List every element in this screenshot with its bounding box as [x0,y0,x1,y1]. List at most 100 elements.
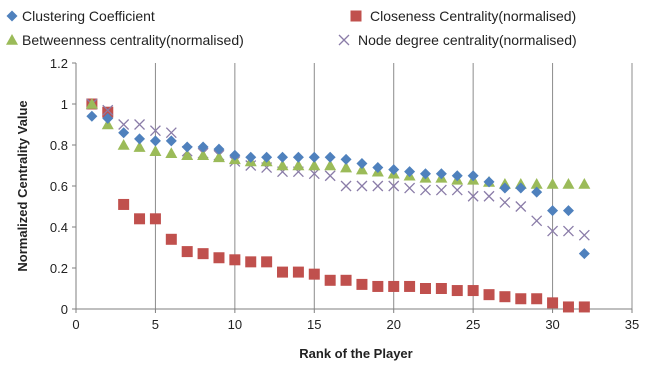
point-s1-29 [547,297,559,309]
point-s0-11 [261,151,273,163]
point-s2-6 [181,149,194,161]
legend-marker-closeness [350,10,362,22]
point-s1-9 [229,254,241,266]
point-s3-20 [404,182,416,194]
point-s0-14 [308,151,320,163]
legend-item-2: Betweenness centrality(normalised) [6,32,244,48]
legend-marker-clustering [6,10,18,22]
point-s1-4 [149,213,161,225]
point-s1-25 [483,289,495,301]
x-tick-label-7: 35 [625,317,639,332]
point-s1-22 [435,283,447,294]
point-s3-14 [308,168,320,180]
legend-label-closeness: Closeness Centrality(normalised) [370,8,576,24]
y-tick-label-6: 1.2 [50,56,68,71]
point-s0-5 [165,135,177,147]
x-tick-label-6: 30 [545,317,559,332]
point-s0-27 [515,182,527,194]
point-s3-27 [515,201,527,212]
point-s0-6 [181,141,193,153]
point-s3-3 [134,119,146,130]
point-s1-1 [102,106,114,118]
point-s2-31 [578,177,591,189]
point-s2-12 [276,159,289,171]
series-1 [86,98,590,313]
point-s3-4 [149,125,161,137]
point-s2-14 [308,159,321,171]
point-s0-19 [388,164,400,176]
point-s2-1 [101,118,114,130]
point-s3-26 [499,196,511,208]
point-s2-8 [212,151,225,163]
x-tick-label-4: 20 [386,317,400,332]
point-s0-3 [134,133,146,145]
point-s0-0 [86,110,98,122]
point-s1-11 [261,256,273,268]
point-s1-24 [467,285,479,297]
point-s0-24 [467,170,479,182]
legend: Clustering Coefficient Closeness Central… [6,8,577,48]
point-s0-1 [102,112,114,124]
point-s0-2 [118,127,130,139]
point-s3-24 [467,190,479,202]
point-s1-7 [197,248,209,260]
legend-marker-shape-1 [350,10,362,22]
point-s0-4 [149,135,161,147]
point-s0-21 [419,168,431,180]
point-s2-3 [133,141,146,152]
point-s0-15 [324,151,336,163]
point-s1-14 [308,268,320,280]
point-s2-5 [165,147,178,158]
point-s0-26 [499,182,511,194]
point-s1-23 [451,285,463,297]
point-s0-10 [245,151,257,163]
axes [72,62,633,313]
series-3 [86,98,590,241]
x-tick-label-2: 10 [228,317,242,332]
point-s0-29 [547,205,559,217]
legend-label-clustering: Clustering Coefficient [22,8,155,24]
point-s1-5 [165,233,177,245]
series-2 [85,98,591,189]
y-tick-label-4: 0.8 [50,138,68,153]
point-s3-21 [420,184,431,196]
point-s0-22 [435,168,447,180]
point-s1-30 [562,301,574,313]
point-s2-29 [546,177,559,189]
point-s2-16 [340,161,353,173]
point-s3-19 [388,180,400,192]
point-s1-26 [499,291,511,303]
point-s3-31 [578,229,590,241]
point-s1-6 [181,246,193,258]
point-s3-18 [372,180,384,192]
point-s3-2 [118,119,130,130]
y-tick-labels: 0 0.2 0.4 0.6 0.8 1 1.2 [50,56,68,317]
y-axis-title: Normalized Centrality Value [15,100,30,271]
point-s2-7 [197,149,210,161]
x-tick-labels: 0 5 10 15 20 25 30 35 [72,317,639,332]
point-s3-28 [531,215,543,227]
point-s1-21 [419,283,431,294]
point-s1-8 [213,252,225,264]
point-s0-18 [372,162,384,174]
data-points [85,98,591,313]
point-s0-23 [451,170,463,182]
point-s2-15 [324,159,337,171]
legend-marker-shape-3 [338,34,350,46]
point-s1-27 [515,293,527,305]
point-s1-19 [388,280,400,292]
point-s1-16 [340,274,352,286]
legend-label-node-degree: Node degree centrality(normalised) [358,32,577,48]
legend-item-0: Clustering Coefficient [6,8,155,24]
legend-marker-betweenness [6,34,18,45]
x-tick-label-5: 25 [466,317,480,332]
point-s1-17 [356,278,368,290]
point-s1-13 [292,266,304,278]
legend-marker-node-degree [338,34,350,46]
point-s1-3 [134,213,146,225]
point-s3-25 [483,190,495,202]
point-s1-10 [245,256,257,268]
point-s3-17 [356,180,368,192]
point-s0-20 [404,166,416,178]
